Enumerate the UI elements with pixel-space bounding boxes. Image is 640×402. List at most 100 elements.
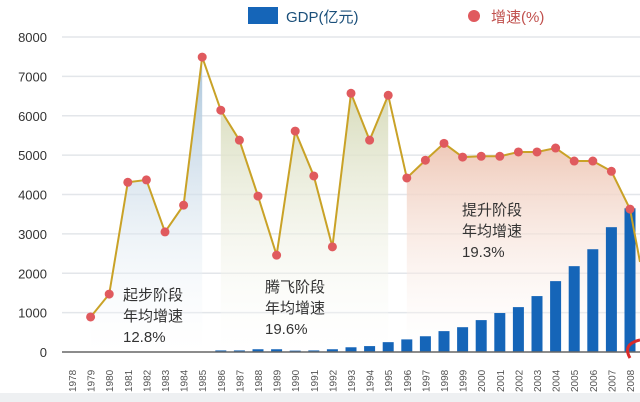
x-tick-label: 1990	[291, 369, 302, 392]
growth-point-1992	[327, 242, 337, 252]
x-tick-label: 1999	[459, 369, 470, 392]
legend: GDP(亿元) 增速(%)	[248, 7, 544, 26]
growth-point-1986	[216, 105, 226, 115]
growth-point-1981	[123, 177, 133, 187]
x-tick-label: 2001	[496, 369, 507, 392]
growth-point-1996	[402, 173, 412, 183]
x-tick-label: 1984	[180, 369, 191, 392]
x-tick-label: 1983	[161, 369, 172, 392]
phase-rate: 19.3%	[462, 244, 505, 261]
phase-subtitle: 年均增速	[123, 308, 183, 325]
x-tick-label: 2008	[626, 369, 637, 392]
phase-area-3	[406, 143, 640, 352]
x-tick-label: 2006	[589, 369, 600, 392]
x-tick-label: 1998	[440, 369, 451, 392]
gdp-bar-1992	[326, 349, 338, 352]
gdp-bar-1995	[382, 342, 394, 352]
gdp-bar-2003	[531, 296, 543, 352]
growth-point-1979	[86, 312, 96, 322]
y-tick-label: 1000	[18, 306, 47, 321]
growth-point-1990	[290, 126, 300, 136]
legend-gdp-swatch	[248, 7, 278, 24]
growth-point-2008	[625, 204, 635, 214]
phase-subtitle: 年均增速	[265, 300, 325, 317]
y-tick-label: 2000	[18, 266, 47, 281]
x-tick-label: 1994	[366, 369, 377, 392]
gdp-bar-2004	[550, 281, 562, 352]
growth-point-1989	[272, 250, 282, 260]
gdp-bar-1998	[438, 331, 450, 352]
growth-point-1998	[439, 138, 449, 148]
y-tick-label: 7000	[18, 69, 47, 84]
gdp-bar-2008	[624, 208, 636, 352]
gdp-bar-1996	[401, 339, 413, 352]
growth-point-1994	[365, 135, 375, 145]
y-tick-label: 6000	[18, 109, 47, 124]
x-tick-label: 1996	[403, 369, 414, 392]
gdp-bar-2007	[605, 227, 617, 352]
growth-point-2007	[606, 166, 616, 176]
x-tick-label: 1986	[217, 369, 228, 392]
growth-point-2001	[495, 151, 505, 161]
growth-point-2004	[551, 143, 561, 153]
growth-point-1982	[141, 175, 151, 185]
phase-rate: 19.6%	[265, 321, 308, 338]
growth-line	[86, 52, 640, 322]
gdp-bar-1993	[345, 347, 357, 352]
y-axis-ticks: 0 1000 2000 3000 4000 5000 6000 7000 8000	[18, 30, 47, 360]
growth-point-1991	[309, 171, 319, 181]
growth-point-1983	[160, 227, 170, 237]
legend-growth-marker	[468, 10, 480, 22]
phase-area-1	[90, 57, 203, 353]
gdp-bar-2000	[475, 320, 487, 352]
growth-point-1988	[253, 191, 263, 201]
x-tick-label: 1982	[142, 369, 153, 392]
decorative-swoosh	[626, 338, 640, 359]
growth-point-1993	[346, 88, 356, 98]
y-tick-label: 3000	[18, 227, 47, 242]
gdp-bars	[215, 208, 636, 352]
x-tick-label: 1980	[105, 369, 116, 392]
gdp-bar-1986	[215, 350, 227, 352]
phase-areas	[90, 57, 640, 353]
x-tick-label: 1985	[198, 369, 209, 392]
x-tick-label: 1992	[328, 369, 339, 392]
x-tick-label: 1979	[87, 369, 98, 392]
bottom-strip	[0, 393, 640, 402]
gdp-bar-1997	[419, 336, 431, 352]
x-tick-label: 1989	[273, 369, 284, 392]
x-tick-label: 1987	[235, 369, 246, 392]
phase-rate: 12.8%	[123, 329, 166, 346]
x-tick-label: 1991	[310, 369, 321, 392]
growth-point-1997	[420, 155, 430, 165]
growth-point-1995	[383, 90, 393, 100]
growth-point-2000	[476, 151, 486, 161]
x-tick-label: 1988	[254, 369, 265, 392]
growth-point-2003	[532, 147, 542, 157]
growth-point-1984	[179, 200, 189, 210]
gdp-bar-1987	[233, 350, 245, 352]
gdp-bar-2001	[494, 313, 506, 352]
growth-point-1987	[234, 135, 244, 145]
x-tick-label: 1995	[384, 369, 395, 392]
phase-name: 起步阶段	[123, 287, 183, 304]
gdp-bar-1991	[308, 350, 320, 352]
phase-name: 提升阶段	[462, 202, 522, 219]
gdp-bar-2005	[568, 266, 580, 352]
gdp-bar-2002	[512, 307, 524, 352]
x-tick-label: 2003	[533, 369, 544, 392]
growth-point-1999	[458, 152, 468, 162]
y-tick-label: 0	[40, 345, 47, 360]
x-tick-label: 1978	[68, 369, 79, 392]
x-tick-label: 2004	[552, 369, 563, 392]
gdp-bar-1989	[271, 349, 283, 352]
growth-point-2005	[569, 156, 579, 166]
y-tick-label: 8000	[18, 30, 47, 45]
legend-growth-label: 增速(%)	[491, 9, 544, 26]
x-tick-label: 1997	[421, 369, 432, 392]
gdp-bar-1999	[457, 327, 469, 352]
phase-area-2	[220, 93, 389, 353]
growth-point-1980	[104, 289, 114, 299]
x-tick-label: 2000	[477, 369, 488, 392]
